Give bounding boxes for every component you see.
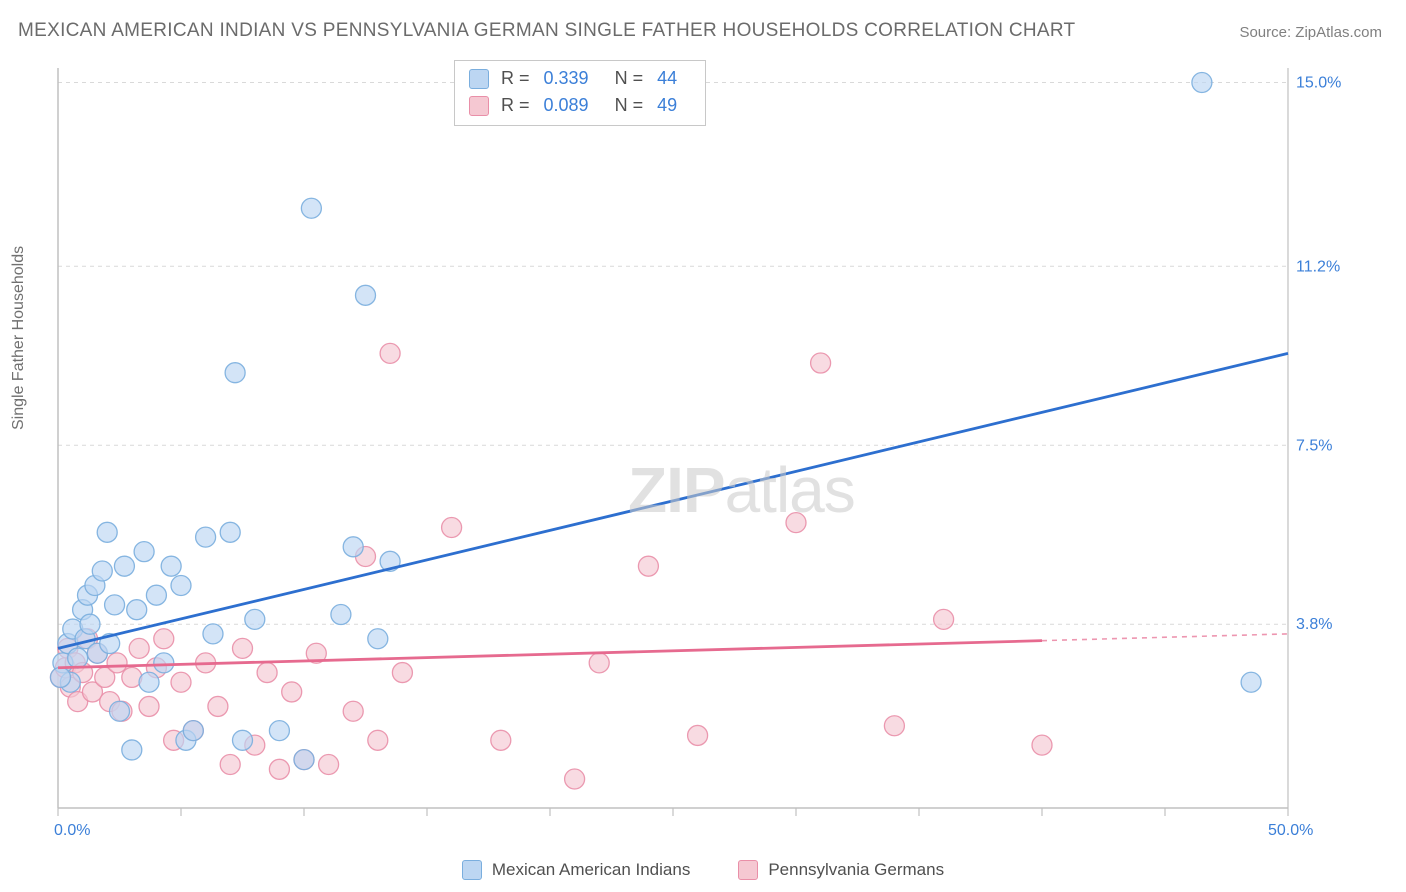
svg-text:3.8%: 3.8% [1296,616,1332,633]
swatch-series-b [469,96,489,116]
r-value: 0.089 [544,92,589,119]
n-value: 44 [657,65,677,92]
legend-item: Pennsylvania Germans [738,860,944,880]
chart-area: 3.8%7.5%11.2%15.0% ZIPatlas [48,58,1348,838]
svg-text:11.2%: 11.2% [1296,258,1340,275]
r-value: 0.339 [544,65,589,92]
x-axis-min-label: 0.0% [54,822,90,840]
scatter-plot: 3.8% 7.5% 11.2% 15.0% [48,58,1348,838]
bottom-legend: Mexican American Indians Pennsylvania Ge… [0,860,1406,880]
n-label: N = [615,92,644,119]
swatch-series-a [462,860,482,880]
n-value: 49 [657,92,677,119]
svg-text:15.0%: 15.0% [1296,75,1341,92]
r-label: R = [501,92,530,119]
stats-legend-box: R = 0.339 N = 44 R = 0.089 N = 49 [454,60,706,126]
legend-item: Mexican American Indians [462,860,690,880]
legend-label: Pennsylvania Germans [768,860,944,880]
legend-label: Mexican American Indians [492,860,690,880]
x-axis-max-label: 50.0% [1268,822,1313,840]
source-label: Source: ZipAtlas.com [1239,24,1382,41]
swatch-series-b [738,860,758,880]
stats-row: R = 0.089 N = 49 [469,92,691,119]
svg-text:7.5%: 7.5% [1296,437,1332,454]
swatch-series-a [469,69,489,89]
y-axis-label: Single Father Households [10,246,28,430]
stats-row: R = 0.339 N = 44 [469,65,691,92]
n-label: N = [615,65,644,92]
r-label: R = [501,65,530,92]
chart-title: MEXICAN AMERICAN INDIAN VS PENNSYLVANIA … [18,20,1075,42]
